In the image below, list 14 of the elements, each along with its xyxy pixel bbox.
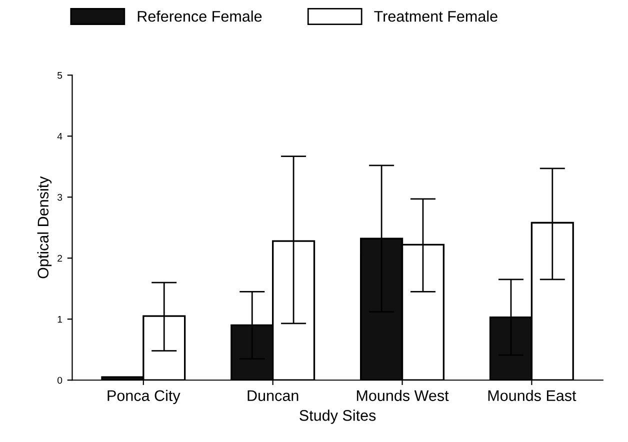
y-tick-label: 3 [57, 194, 62, 201]
legend-label: Reference Female [138, 10, 262, 22]
y-tick-label: 5 [57, 72, 62, 79]
y-tick-label: 4 [57, 132, 62, 140]
legend-label: Treatment Female [374, 10, 498, 22]
y-axis-title: Optical Density [37, 176, 52, 278]
y-tick-label: 2 [58, 254, 62, 262]
x-tick-label: Ponca City [108, 390, 180, 404]
y-tick-label: 0 [57, 376, 62, 384]
x-tick-label: Mounds West [356, 390, 449, 402]
x-tick-label: Mounds East [488, 390, 576, 402]
x-axis-title: Study Sites [300, 410, 376, 424]
x-tick-label: Duncan [248, 390, 298, 402]
y-tick-label: 1 [58, 316, 62, 323]
